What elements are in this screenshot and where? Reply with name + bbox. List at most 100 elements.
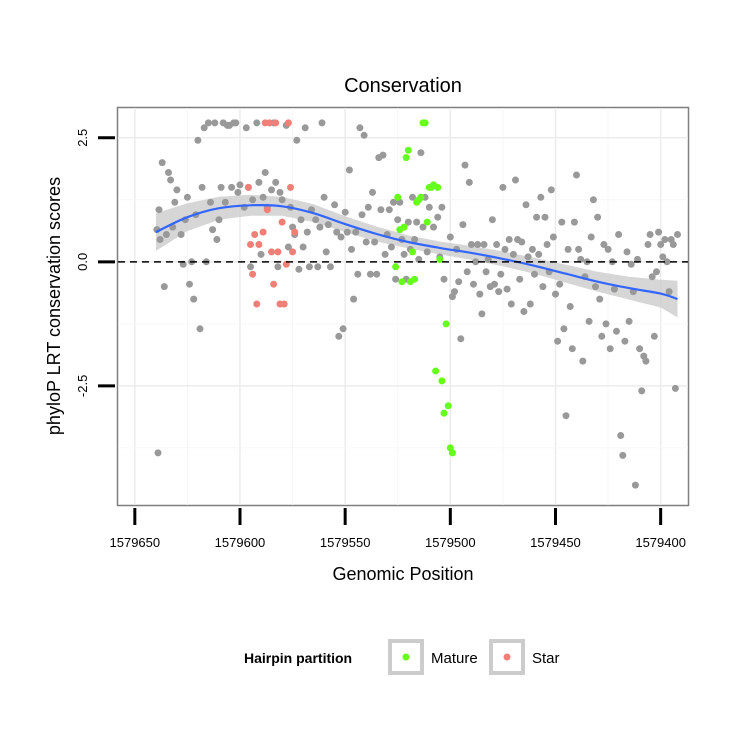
point-other: [165, 169, 172, 176]
x-tick-label: 1579550: [320, 535, 371, 550]
point-other: [257, 250, 265, 258]
point-other: [556, 280, 564, 288]
point-other: [495, 288, 503, 296]
legend-dot-star: [503, 653, 511, 661]
point-other: [299, 243, 307, 251]
point-other: [173, 186, 181, 194]
point-other: [409, 193, 416, 201]
x-tick-label: 1579600: [215, 535, 266, 550]
point-other: [392, 275, 400, 283]
point-other: [638, 387, 646, 395]
legend-dot-mature: [402, 653, 410, 661]
point-other: [655, 228, 663, 236]
point-other: [341, 208, 349, 216]
point-other: [253, 119, 261, 127]
confidence-ribbon: [155, 194, 678, 318]
point-other: [337, 233, 345, 241]
point-mature: [440, 409, 448, 417]
point-star: [249, 270, 257, 278]
point-other: [537, 193, 545, 201]
point-other: [339, 325, 347, 333]
point-other: [451, 288, 458, 296]
point-other: [387, 243, 395, 251]
point-other: [587, 233, 595, 241]
point-other: [171, 198, 179, 206]
point-other: [198, 183, 206, 191]
point-other: [167, 176, 175, 184]
point-other: [459, 221, 467, 229]
y-tick-label: -2.5: [75, 375, 90, 397]
point-other: [623, 248, 631, 256]
point-other: [488, 216, 496, 224]
smooth-line: [155, 203, 678, 301]
point-other: [186, 280, 193, 288]
point-other: [404, 218, 412, 226]
point-other: [362, 238, 370, 246]
point-other: [474, 241, 482, 248]
y-axis: 2.5 0.0 -2.5: [75, 129, 115, 397]
point-other: [575, 245, 583, 253]
x-tick-label: 1579450: [530, 535, 581, 550]
point-other: [242, 124, 250, 132]
point-other: [394, 216, 402, 224]
point-other: [425, 203, 433, 211]
x-tick-label: 1579650: [110, 535, 161, 550]
chart-title: Conservation: [344, 75, 462, 97]
point-star: [255, 241, 263, 248]
point-other: [520, 308, 528, 315]
point-mature: [434, 183, 442, 191]
point-other: [155, 206, 163, 214]
point-other: [539, 283, 547, 291]
point-other: [156, 236, 164, 243]
point-other: [461, 161, 469, 169]
point-other: [516, 275, 524, 283]
point-other: [411, 236, 419, 243]
point-other: [665, 288, 673, 296]
point-star: [259, 228, 267, 236]
point-other: [465, 178, 473, 186]
y-tick-label: 2.5: [75, 129, 90, 147]
point-mature: [423, 218, 431, 226]
point-mature: [436, 255, 444, 263]
point-other: [434, 213, 442, 221]
y-tick-label: 0.0: [75, 253, 90, 271]
point-other: [503, 285, 511, 293]
point-other: [154, 449, 162, 457]
legend-entry-mature: Mature: [388, 639, 478, 675]
point-other: [318, 119, 326, 127]
point-star: [270, 280, 278, 288]
point-other: [558, 218, 566, 226]
point-other: [379, 151, 387, 159]
point-other: [276, 188, 284, 196]
point-star: [289, 248, 297, 256]
point-other: [663, 258, 671, 266]
point-star: [272, 119, 280, 127]
point-other: [356, 124, 364, 132]
point-other: [255, 178, 263, 186]
point-other: [659, 253, 667, 261]
point-other: [301, 124, 309, 132]
point-other: [413, 218, 421, 226]
point-star: [253, 300, 261, 308]
point-other: [268, 186, 275, 194]
point-star: [287, 183, 294, 191]
point-other: [333, 228, 341, 236]
point-other: [592, 283, 599, 291]
point-other: [671, 384, 679, 392]
legend-entry-star: Star: [489, 639, 560, 675]
point-other: [440, 275, 448, 283]
point-other: [579, 357, 587, 365]
point-other: [526, 300, 534, 308]
point-other: [390, 198, 397, 206]
point-other: [335, 332, 343, 340]
smooth-curve: [155, 203, 678, 301]
point-other: [316, 223, 324, 231]
point-star: [268, 248, 275, 256]
legend-label-star: Star: [532, 650, 560, 667]
point-other: [501, 245, 509, 253]
point-other: [261, 169, 269, 176]
point-other: [636, 345, 644, 353]
point-other: [541, 213, 549, 221]
point-other: [207, 198, 214, 206]
point-other: [423, 248, 431, 256]
